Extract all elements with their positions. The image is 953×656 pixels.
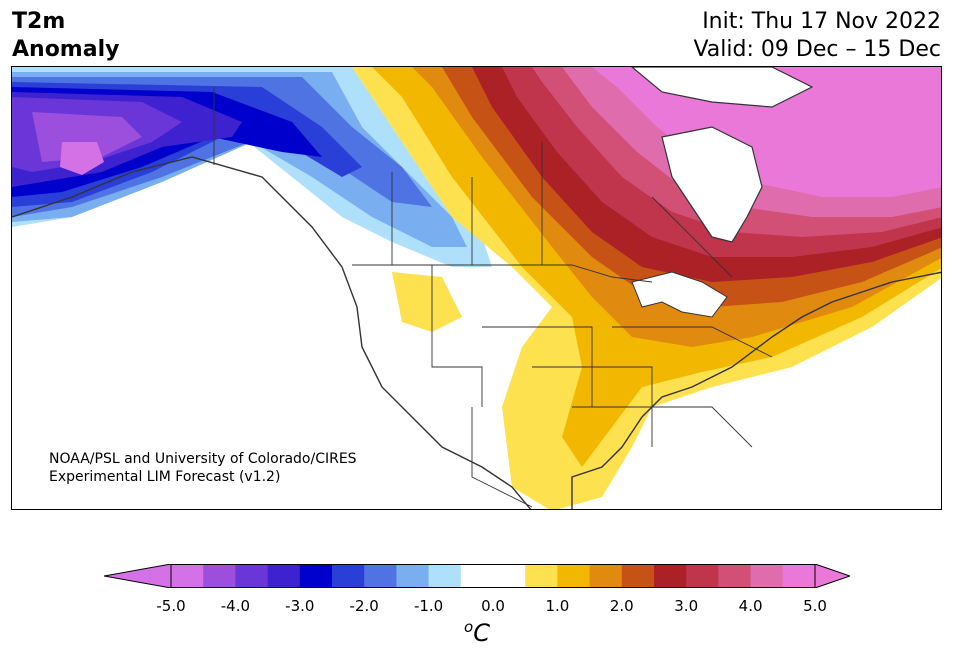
colorbar-under-triangle: [104, 564, 172, 588]
valid-date: Valid: 09 Dec – 15 Dec: [693, 37, 941, 62]
colorbar-ticks: -5.0 -4.0 -3.0 -2.0 -1.0 0.0 1.0 2.0 3.0 4.0 5.0: [0, 597, 953, 617]
colorbar-tick-label: 5.0: [803, 597, 827, 615]
anomaly-pos-1b: [392, 272, 462, 332]
colorbar: [104, 564, 850, 588]
credit-line-1: NOAA/PSL and University of Colorado/CIRE…: [49, 451, 357, 467]
colorbar-cell: [267, 564, 301, 588]
unit-base: C: [473, 619, 490, 647]
colorbar-cell: [493, 564, 526, 588]
colorbar-tick-label: -5.0: [156, 597, 186, 615]
colorbar-cell: [332, 564, 365, 588]
credit-line-2: Experimental LIM Forecast (v1.2): [49, 469, 281, 485]
hudson-bay: [661, 126, 763, 243]
colorbar-tick-label: -3.0: [285, 597, 315, 615]
anomaly-map: [11, 66, 942, 510]
colorbar-over-triangle: [814, 564, 850, 588]
colorbar-cell: [654, 564, 687, 588]
colorbar-cell: [589, 564, 623, 588]
colorbar-cell: [235, 564, 269, 588]
title-line-1: T2m: [12, 9, 66, 34]
anomaly-pos-9: [592, 67, 941, 197]
colorbar-cell: [525, 564, 558, 588]
colorbar-cell: [396, 564, 430, 588]
coastline: [12, 156, 941, 509]
map-canvas: [12, 67, 941, 509]
anomaly-neg-9: [60, 142, 104, 175]
colorbar-tick-label: 4.0: [738, 597, 763, 615]
unit-degree: o: [464, 618, 474, 636]
colorbar-tick-label: -2.0: [349, 597, 379, 615]
colorbar-cell: [364, 564, 397, 588]
colorbar-cell: [686, 564, 719, 588]
colorbar-cell: [621, 564, 655, 588]
colorbar-tick-label: 1.0: [545, 597, 570, 615]
colorbar-cell: [171, 564, 204, 588]
anomaly-neg-8: [32, 112, 142, 162]
colorbar-outline: [170, 564, 816, 588]
colorbar-cell: [203, 564, 236, 588]
borders: [213, 87, 773, 508]
colorbar-tick-label: 0.0: [481, 597, 505, 615]
colorbar-cell: [750, 564, 784, 588]
colorbar-tick-label: 2.0: [609, 597, 634, 615]
title-line-2: Anomaly: [12, 37, 120, 62]
great-lakes: [631, 271, 728, 318]
colorbar-cell: [460, 564, 494, 588]
colorbar-cell: [718, 564, 752, 588]
colorbar-cells: [171, 564, 816, 588]
forecast-dates: Init: Thu 17 Nov 2022 Valid: 09 Dec – 15…: [693, 8, 941, 64]
colorbar-cell: [782, 564, 816, 588]
arctic-water: [631, 67, 814, 108]
colorbar-tick-label: -4.0: [220, 597, 251, 615]
colorbar-cell: [428, 564, 462, 588]
credit-text: NOAA/PSL and University of Colorado/CIRE…: [49, 450, 357, 486]
colorbar-tick-label: -1.0: [413, 597, 444, 615]
init-date: Init: Thu 17 Nov 2022: [702, 9, 941, 34]
colorbar-unit: oC: [464, 618, 490, 647]
colorbar-tick-label: 3.0: [674, 597, 699, 615]
colorbar-cell: [299, 564, 333, 588]
colorbar-cell: [557, 564, 591, 588]
figure-title: T2m Anomaly: [12, 8, 119, 64]
